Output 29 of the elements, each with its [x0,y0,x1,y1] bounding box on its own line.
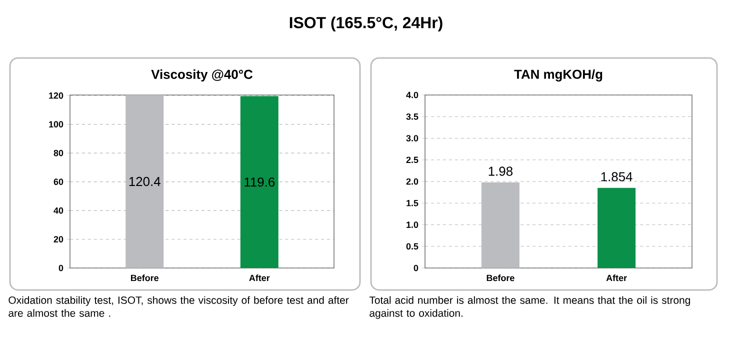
text: ISOT (165.5°C, 24Hr) [290,16,442,32]
text: Oxidation stability test, ISOT, shows the viscosity of before test and after are almost the same . [8,296,349,317]
y-tick-label: 4.0 [406,92,418,98]
data-label: 120.4 [129,176,160,186]
x-tick-label: Before [486,274,514,282]
y-tick-label: 0.5 [406,243,418,250]
y-tick-label: 40 [54,207,64,214]
data-label: 119.6 [244,177,275,187]
y-tick-label: 120 [49,92,64,99]
data-label: 1.854 [601,172,632,182]
text: Total acid number is almost the same. It means that the oil is strong against to oxidation. [369,296,690,319]
x-tick-label: After [606,274,627,282]
y-tick-label: 2.5 [406,156,418,164]
data-label: 1.98 [488,166,512,176]
y-tick-label: 1.0 [406,222,418,228]
y-tick-label: 60 [54,178,64,185]
y-tick-label: 80 [54,150,64,156]
chart-title: Viscosity @40°C [151,69,253,82]
y-tick-label: 100 [49,121,64,128]
y-tick-label: 0 [414,264,418,272]
y-tick-label: 2.0 [406,178,418,185]
y-tick-label: 3.0 [406,135,418,142]
y-tick-label: 3.5 [406,113,418,120]
y-tick-label: 20 [54,236,64,242]
x-tick-label: After [249,274,270,282]
x-tick-label: Before [131,274,159,282]
y-tick-label: 1.5 [406,200,418,206]
chart-title: TAN mgKOH/g [514,69,602,82]
y-tick-label: 0 [58,264,64,272]
